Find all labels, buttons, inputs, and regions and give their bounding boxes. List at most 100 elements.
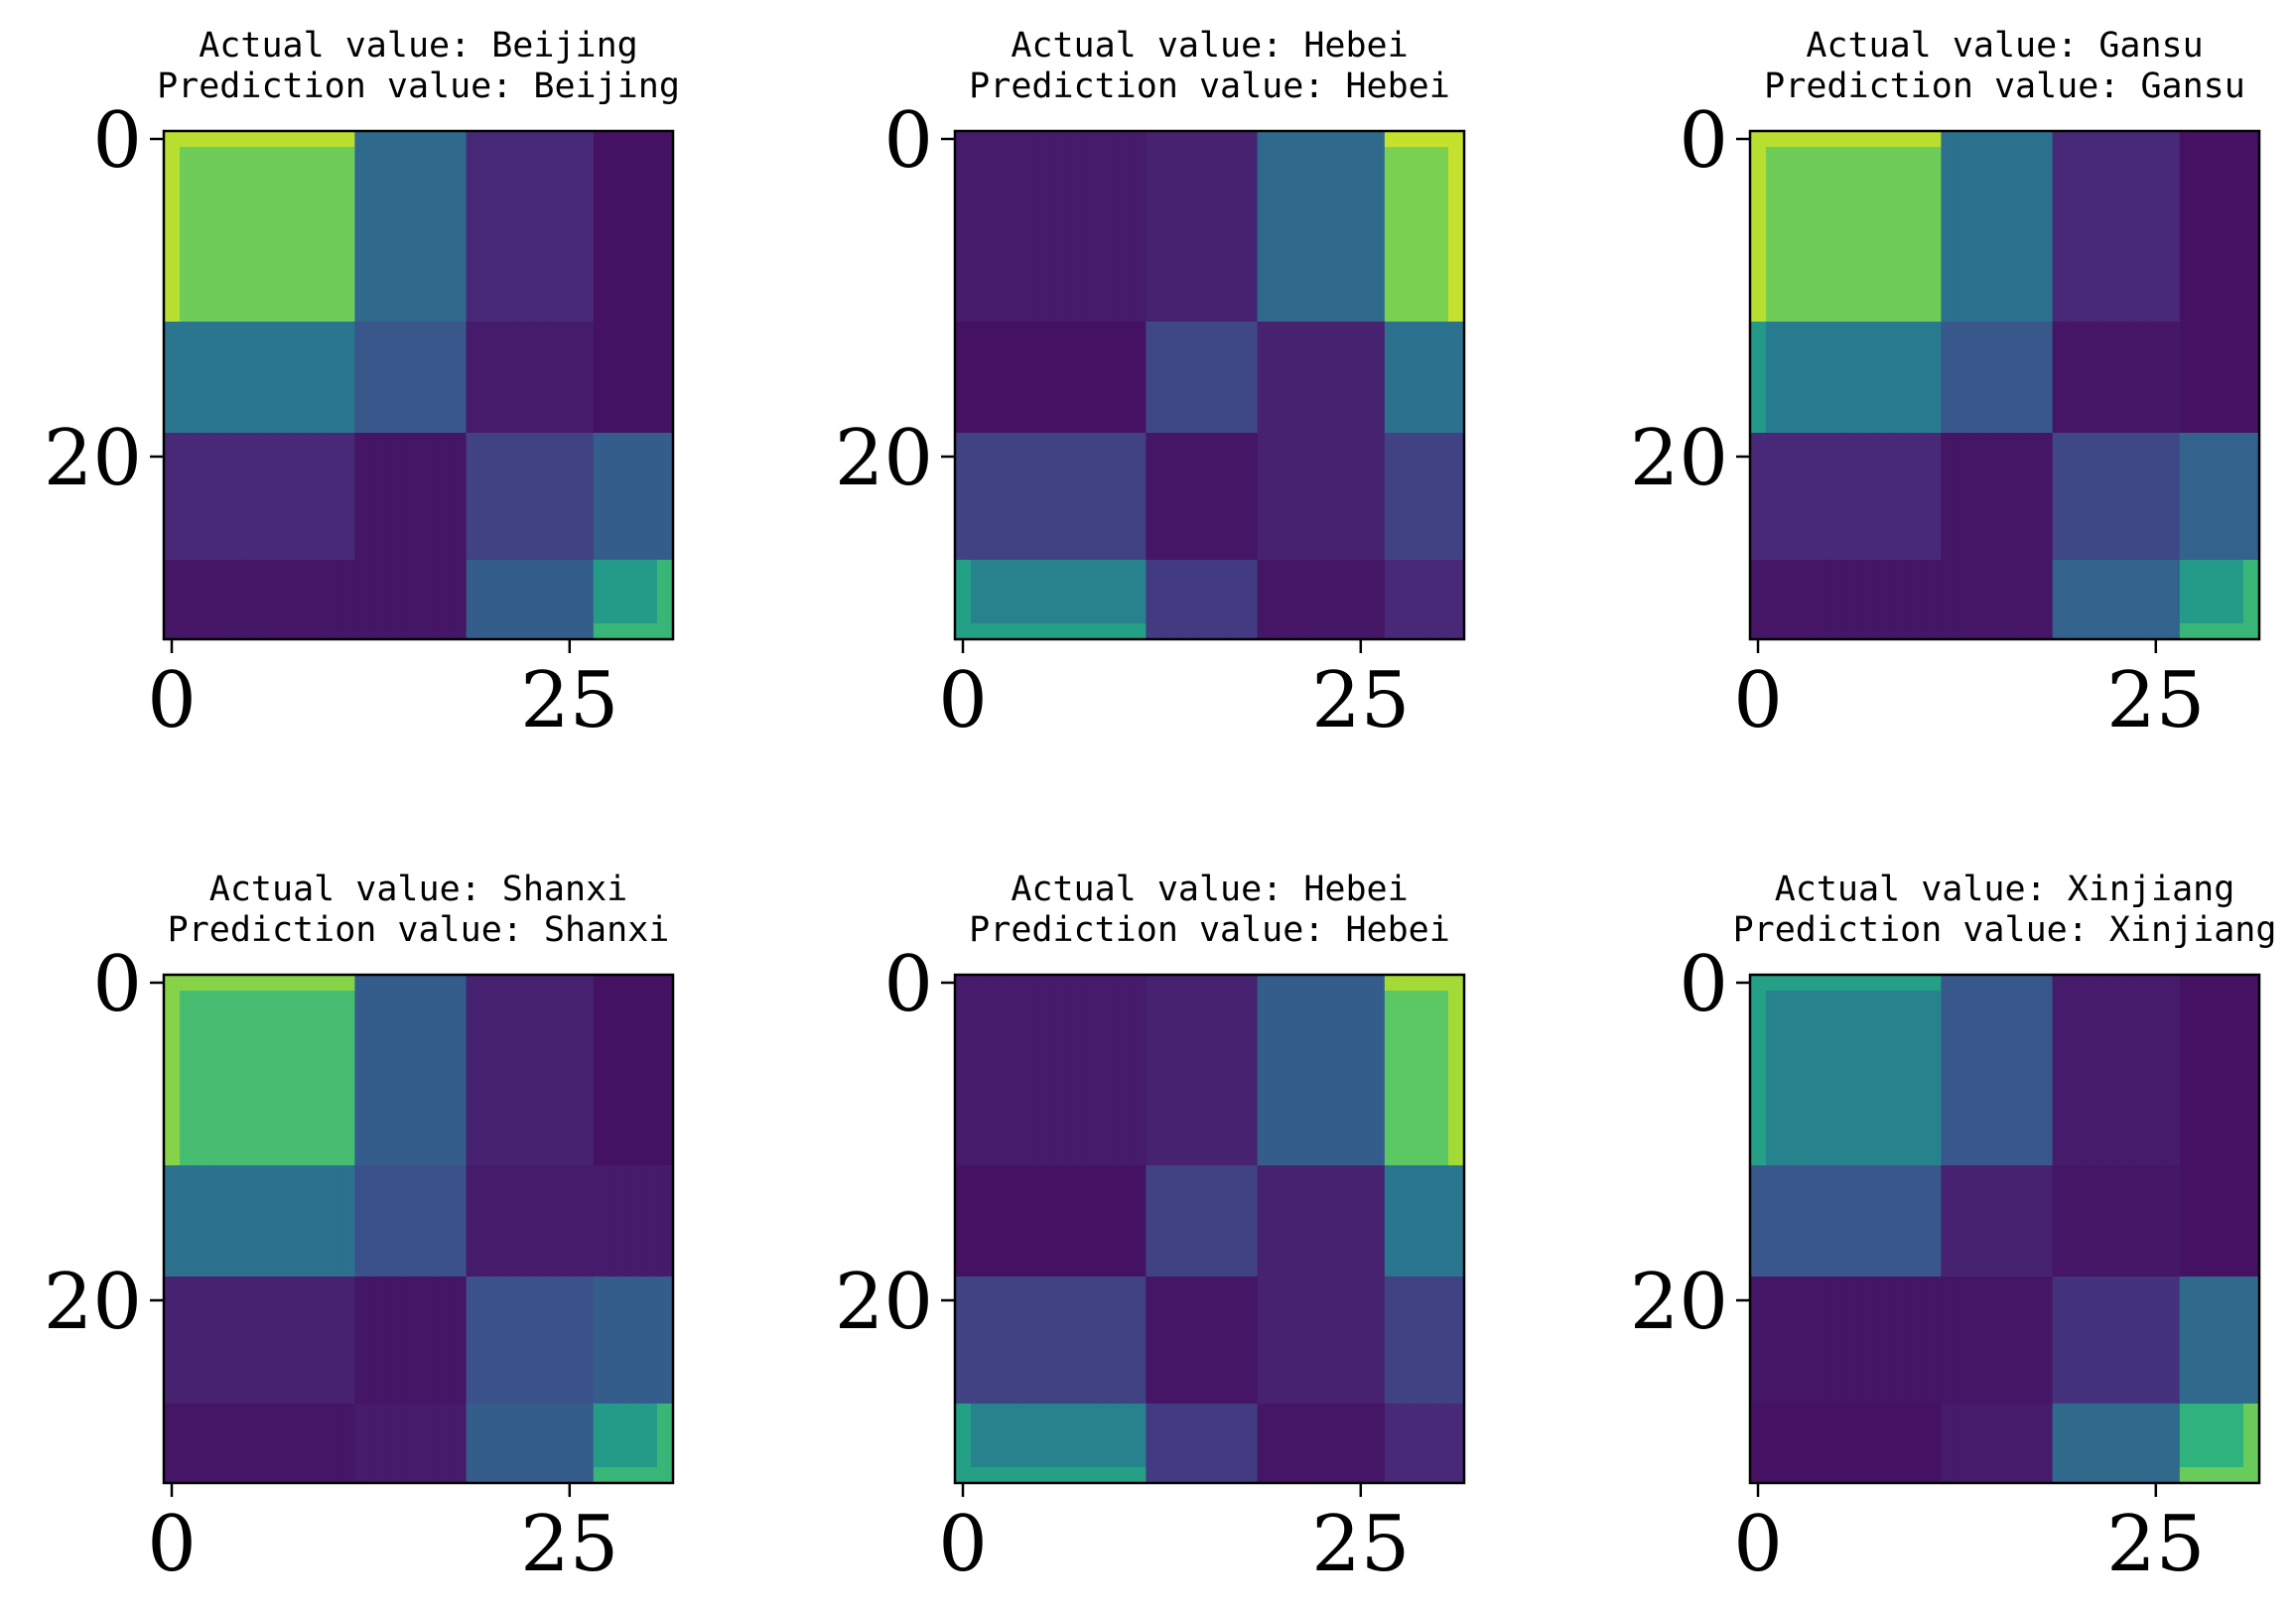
heatmap-cell — [1098, 1038, 1115, 1055]
heatmap-cell — [1447, 226, 1465, 243]
heatmap-cell — [1034, 1356, 1051, 1373]
heatmap-cell — [275, 179, 292, 196]
heatmap-cell — [1034, 1054, 1051, 1071]
heatmap-cell — [1018, 179, 1035, 196]
heatmap-cell — [1304, 195, 1322, 211]
heatmap-cell — [1193, 1324, 1211, 1341]
heatmap-cell — [1034, 337, 1051, 354]
heatmap-cell — [1082, 449, 1099, 466]
heatmap-cell — [196, 258, 212, 275]
heatmap-cell — [1400, 480, 1418, 497]
heatmap-cell — [987, 1165, 1004, 1182]
heatmap-cell — [1288, 576, 1306, 593]
heatmap-cell — [370, 1435, 388, 1452]
heatmap-cell — [971, 607, 988, 624]
heatmap-cell — [1114, 1022, 1131, 1039]
heatmap-cell — [1384, 401, 1402, 418]
heatmap-cell — [1957, 195, 1974, 211]
heatmap-cell — [1177, 592, 1195, 608]
heatmap-cell — [2242, 433, 2260, 450]
heatmap-cell — [1384, 496, 1402, 513]
heatmap-cell — [338, 1308, 355, 1325]
heatmap-cell — [1416, 1102, 1433, 1119]
heatmap-cell — [1066, 1007, 1083, 1023]
heatmap-cell — [227, 449, 244, 466]
heatmap-cell — [450, 512, 468, 529]
heatmap-cell — [971, 385, 988, 402]
heatmap-cell — [1941, 179, 1958, 196]
heatmap-cell — [434, 1292, 452, 1309]
heatmap-cell — [1400, 560, 1418, 577]
heatmap-cell — [2211, 274, 2228, 291]
heatmap-cell — [2131, 290, 2149, 307]
heatmap-cell — [2227, 353, 2244, 370]
heatmap-cell — [608, 1197, 626, 1214]
heatmap-cell — [1146, 528, 1163, 545]
heatmap-cell — [1193, 449, 1211, 466]
heatmap-cell — [434, 369, 452, 386]
heatmap-cell — [1003, 1356, 1019, 1373]
heatmap-cell — [211, 1102, 228, 1119]
heatmap-cell — [386, 1308, 404, 1325]
heatmap-cell — [1909, 560, 1926, 577]
heatmap-cell — [577, 401, 595, 418]
heatmap-cell — [955, 544, 972, 561]
heatmap-cell — [529, 560, 547, 577]
heatmap-cell — [180, 322, 197, 338]
heatmap-cell — [1288, 1054, 1306, 1071]
heatmap-cell — [1288, 544, 1306, 561]
heatmap-cell — [338, 1070, 355, 1087]
heatmap-cell — [434, 1324, 452, 1341]
heatmap-cell — [1909, 449, 1926, 466]
heatmap-cell — [1003, 1022, 1019, 1039]
heatmap-cell — [561, 1404, 579, 1420]
heatmap-cell — [1320, 337, 1338, 354]
heatmap-cell — [1384, 195, 1402, 211]
heatmap-cell — [354, 1277, 372, 1293]
heatmap-cell — [640, 576, 658, 593]
heatmap-cell — [1320, 512, 1338, 529]
heatmap-cell — [529, 623, 547, 640]
heatmap-cell — [2147, 179, 2165, 196]
heatmap-cell — [1082, 1007, 1099, 1023]
heatmap-cell — [1304, 131, 1322, 148]
heatmap-cell — [1225, 465, 1243, 481]
heatmap-cell — [354, 274, 372, 291]
heatmap-cell — [1798, 290, 1815, 307]
heatmap-cell — [323, 560, 339, 577]
heatmap-cell — [450, 1340, 468, 1357]
heatmap-cell — [307, 195, 324, 211]
heatmap-cell — [291, 195, 308, 211]
heatmap-cell — [608, 337, 626, 354]
heatmap-cell — [243, 560, 260, 577]
heatmap-cell — [1193, 210, 1211, 227]
heatmap-cell — [1066, 353, 1083, 370]
heatmap-cell — [1146, 449, 1163, 466]
heatmap-cell — [593, 1022, 610, 1039]
heatmap-cell — [987, 496, 1004, 513]
heatmap-cell — [2179, 401, 2197, 418]
heatmap-cell — [640, 242, 658, 259]
heatmap-cell — [1352, 242, 1370, 259]
heatmap-cell — [481, 1324, 499, 1341]
heatmap-cell — [1877, 179, 1894, 196]
heatmap-cell — [577, 607, 595, 624]
heatmap-cell — [2036, 337, 2054, 354]
heatmap-cell — [971, 163, 988, 180]
heatmap-cell — [955, 401, 972, 418]
heatmap-cell — [1018, 258, 1035, 275]
heatmap-cell — [2020, 417, 2038, 434]
heatmap-cell — [2052, 322, 2070, 338]
heatmap-cell — [1336, 1054, 1354, 1071]
heatmap-cell — [624, 496, 642, 513]
heatmap-cell — [1034, 179, 1051, 196]
heatmap-cell — [2179, 512, 2197, 529]
heatmap-cell — [164, 607, 181, 624]
heatmap-cell — [1098, 465, 1115, 481]
heatmap-cell — [1146, 131, 1163, 148]
heatmap-cell — [2211, 337, 2228, 354]
heatmap-cell — [513, 385, 531, 402]
heatmap-cell — [2020, 496, 2038, 513]
heatmap-cell — [2004, 274, 2022, 291]
heatmap-cell — [987, 592, 1004, 608]
